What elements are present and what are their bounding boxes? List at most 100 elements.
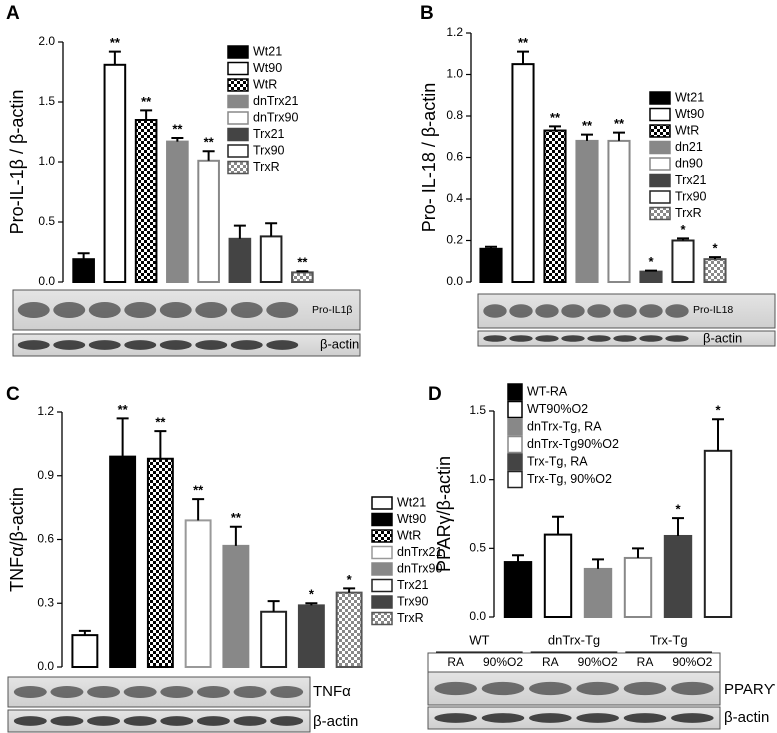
legend-label: Trx90: [397, 594, 429, 608]
error-bar: [296, 270, 309, 273]
legend-swatch: [649, 157, 671, 171]
legend-label: Wt21: [397, 495, 426, 509]
legend-swatch: [227, 61, 249, 76]
blot-band: [87, 686, 121, 698]
legend-label: Trx21: [253, 127, 285, 141]
error-bar: [154, 430, 167, 459]
lane-label: RA: [542, 655, 559, 669]
bar: [335, 591, 363, 668]
blot-band: [509, 304, 533, 318]
legend-swatch: [507, 435, 523, 454]
blot-band: [613, 335, 637, 342]
y-tick-label: 0.0: [469, 609, 486, 623]
legend-label: Wt21: [675, 90, 704, 104]
group-label: WT: [469, 632, 489, 647]
y-tick-label: 0.0: [37, 659, 54, 673]
bar: [511, 63, 535, 283]
bar: [607, 139, 631, 283]
y-tick-label: 0.5: [469, 541, 486, 555]
blot-band: [233, 716, 267, 726]
significance: *: [347, 572, 353, 587]
lane-label: 90%O2: [483, 655, 523, 669]
blot-band: [266, 340, 299, 350]
error-bar: [78, 629, 91, 636]
bar: [639, 270, 663, 283]
blot-band: [233, 686, 267, 698]
blot-label: β-actin: [313, 713, 358, 730]
blot-band: [195, 340, 228, 350]
y-axis-label: TNFα/β-actin: [7, 487, 27, 592]
panel-letter: C: [6, 384, 20, 405]
panel-letter: D: [428, 384, 442, 405]
y-axis-label: Pro- IL-18 / β-actin: [419, 83, 439, 232]
legend-label: dnTrx21: [253, 94, 298, 108]
blot-band: [535, 335, 559, 342]
error-bar: [343, 587, 356, 593]
error-bar: [233, 224, 246, 239]
legend-swatch: [227, 127, 249, 142]
error-bar: [485, 245, 497, 249]
blot-band: [587, 304, 611, 318]
significance: **: [582, 118, 593, 133]
blot-band: [434, 681, 477, 696]
y-tick-label: 2.0: [38, 34, 55, 48]
legend-swatch: [649, 173, 671, 188]
y-tick-label: 0.0: [446, 274, 463, 288]
blot-band: [50, 686, 84, 698]
bar: [703, 449, 733, 618]
error-bar: [709, 256, 721, 260]
error-bar: [592, 558, 604, 569]
legend-label: dnTrx21: [397, 545, 442, 559]
bar: [109, 455, 137, 668]
blot-band: [17, 302, 50, 318]
bar: [703, 258, 727, 283]
blot-band: [509, 335, 533, 342]
bar: [146, 457, 174, 668]
legend-label: dnTrx-Tg90%O2: [527, 437, 619, 451]
blot-band: [53, 302, 86, 318]
blot-band: [230, 302, 263, 318]
blot-band: [87, 716, 121, 726]
blot-label: β-actin: [724, 709, 769, 726]
significance: *: [648, 254, 654, 269]
error-bar: [672, 517, 684, 536]
lane-label: 90%O2: [578, 655, 618, 669]
bar: [134, 119, 158, 283]
legend-swatch: [227, 45, 249, 59]
blot-band: [529, 681, 572, 696]
y-axis-label: PPARγ/β-actin: [434, 456, 454, 572]
legend-label: TrxR: [397, 611, 424, 625]
y-tick-label: 1.0: [469, 472, 486, 486]
bar: [71, 634, 99, 668]
blot-band: [671, 681, 714, 696]
error-bar: [677, 237, 689, 241]
legend-label: WtR: [675, 123, 699, 137]
legend-label: Wt90: [253, 61, 282, 75]
blot-band: [483, 335, 507, 342]
blot-band: [266, 302, 299, 318]
blot-label: PPARϒ: [724, 681, 776, 698]
legend-label: dnTrx-Tg, RA: [527, 419, 602, 433]
significance: *: [675, 502, 681, 517]
blot-band: [53, 340, 86, 350]
significance: **: [297, 255, 308, 270]
y-tick-label: 0.2: [446, 233, 463, 247]
significance: **: [550, 110, 561, 125]
blot-band: [561, 304, 585, 318]
legend-label: dn21: [675, 140, 703, 154]
bar: [583, 567, 613, 619]
legend-label: TrxR: [675, 206, 702, 220]
y-tick-label: 0.4: [446, 191, 463, 205]
significance: **: [110, 35, 121, 50]
y-tick-label: 1.2: [446, 25, 463, 39]
blot-band: [587, 335, 611, 342]
error-bar: [512, 554, 524, 563]
legend-label: Trx-Tg, 90%O2: [527, 472, 612, 486]
legend-swatch: [227, 144, 249, 158]
blot-band: [613, 304, 637, 318]
error-bar: [632, 547, 644, 558]
y-tick-label: 0.5: [38, 214, 55, 228]
legend-label: TrxR: [253, 160, 280, 174]
blot-band: [561, 335, 585, 342]
legend-label: Trx21: [397, 578, 429, 592]
